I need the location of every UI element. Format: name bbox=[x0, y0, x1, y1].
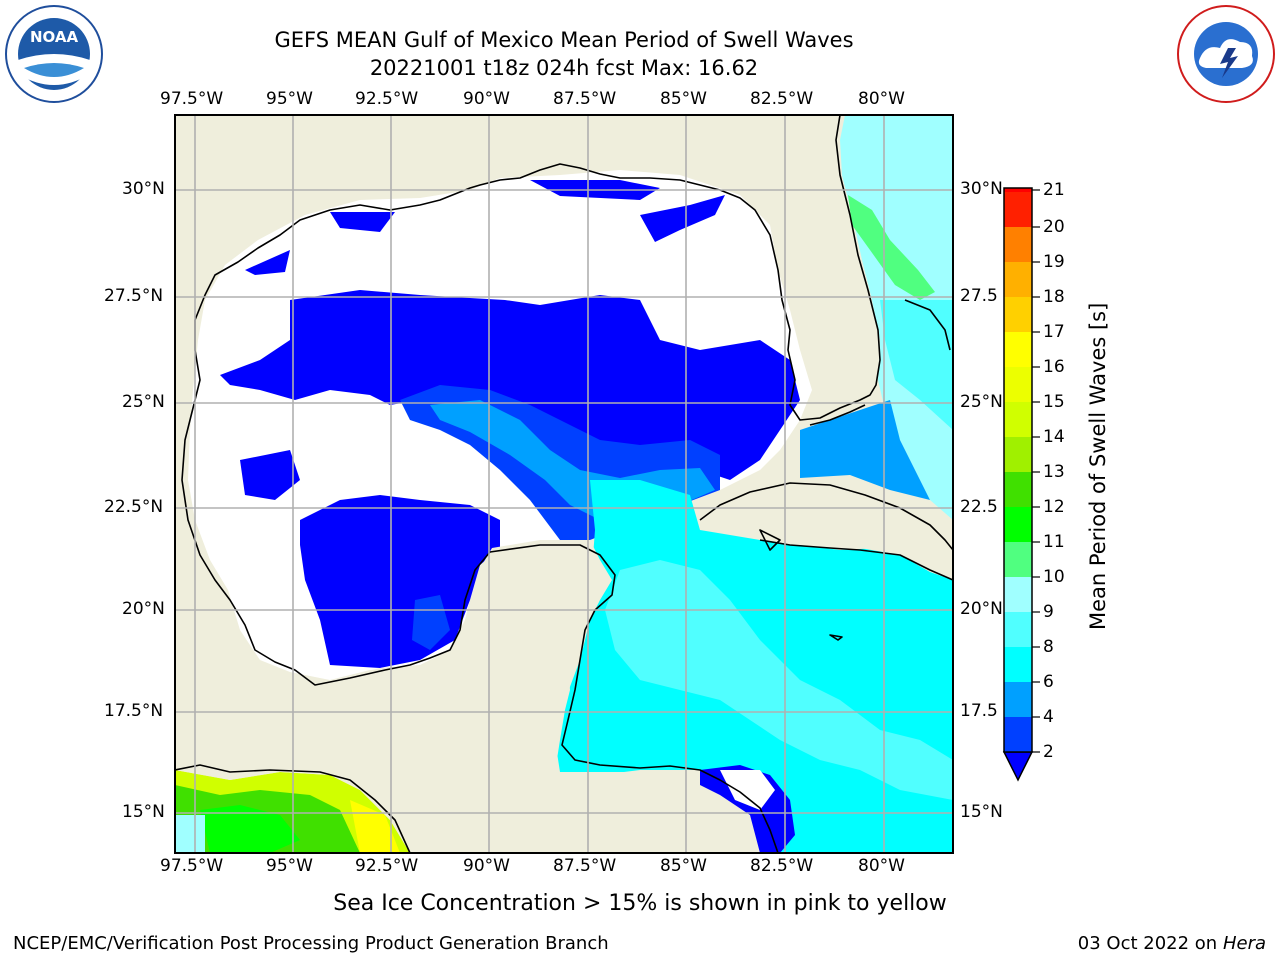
colorbar-tick: 6 bbox=[1043, 672, 1054, 692]
pacific-high bbox=[350, 800, 400, 853]
lat-tick-right: 27.5 bbox=[960, 286, 998, 306]
lat-tick-left: 22.5°N bbox=[104, 497, 164, 517]
swell-patch-central bbox=[220, 290, 800, 480]
map-subtitle: 20221001 t18z 024h fcst Max: 16.62 bbox=[369, 56, 759, 80]
footer-organization: NCEP/EMC/Verification Post Processing Pr… bbox=[13, 933, 609, 954]
colorbar-tick: 9 bbox=[1043, 602, 1054, 622]
bahamas-swell bbox=[880, 300, 953, 430]
colorbar-tick: 21 bbox=[1043, 180, 1065, 200]
colorbar-tick: 19 bbox=[1043, 252, 1065, 272]
gulf-of-mexico bbox=[188, 170, 812, 680]
colorbar bbox=[1002, 187, 1040, 782]
footer-machine: Hera bbox=[1222, 933, 1266, 954]
lat-tick-right: 22.5 bbox=[960, 497, 998, 517]
map-title: GEFS MEAN Gulf of Mexico Mean Period of … bbox=[274, 28, 854, 52]
lat-tick-right: 25°N bbox=[960, 392, 1003, 412]
lat-tick-left: 30°N bbox=[122, 179, 165, 199]
pacific-core bbox=[200, 805, 300, 853]
central-america bbox=[175, 753, 700, 853]
lon-tick-top: 92.5°W bbox=[355, 89, 419, 109]
colorbar-tick: 17 bbox=[1043, 322, 1065, 342]
colorbar-tick: 10 bbox=[1043, 567, 1065, 587]
lon-tick-bottom: 85°W bbox=[660, 856, 707, 876]
nws-logo-icon bbox=[1176, 4, 1276, 104]
lon-tick-bottom: 80°W bbox=[858, 856, 905, 876]
lon-tick-top: 90°W bbox=[463, 89, 510, 109]
atlantic-swell-band bbox=[848, 195, 935, 300]
lat-tick-left: 20°N bbox=[122, 599, 165, 619]
noaa-logo-icon: NOAA bbox=[4, 4, 104, 104]
swell-patch-west bbox=[240, 450, 300, 500]
lat-tick-left: 15°N bbox=[122, 802, 165, 822]
lat-tick-right: 30°N bbox=[960, 179, 1003, 199]
pacific-region bbox=[175, 770, 410, 853]
caribbean-swell-band bbox=[605, 560, 953, 800]
lat-tick-right: 15°N bbox=[960, 802, 1003, 822]
swell-patch-texas bbox=[330, 212, 395, 232]
colorbar-label: Mean Period of Swell Waves [s] bbox=[1086, 302, 1110, 630]
colorbar-tick: 11 bbox=[1043, 532, 1065, 552]
lat-tick-right: 20°N bbox=[960, 599, 1003, 619]
atlantic-ocean bbox=[840, 115, 953, 520]
colorbar-tick: 18 bbox=[1043, 287, 1065, 307]
swell-patch-southwest bbox=[300, 495, 500, 668]
colorbar-tick: 14 bbox=[1043, 427, 1065, 447]
lon-tick-bottom: 90°W bbox=[463, 856, 510, 876]
footer-date-text: 03 Oct 2022 on bbox=[1077, 933, 1218, 954]
pacific-edge bbox=[175, 815, 205, 853]
pacific-band bbox=[175, 785, 360, 853]
colorbar-tick: 13 bbox=[1043, 462, 1065, 482]
colorbar-tick: 8 bbox=[1043, 637, 1054, 657]
colorbar-tick: 4 bbox=[1043, 707, 1054, 727]
lon-tick-bottom: 87.5°W bbox=[553, 856, 617, 876]
yucatan-peninsula bbox=[310, 540, 612, 800]
lat-tick-left: 27.5°N bbox=[104, 286, 164, 306]
lon-tick-bottom: 97.5°W bbox=[160, 856, 224, 876]
swell-patch-campeche bbox=[412, 595, 450, 650]
colorbar-tick: 2 bbox=[1043, 742, 1054, 762]
swell-patch-north bbox=[530, 180, 660, 200]
colorbar-tick: 12 bbox=[1043, 497, 1065, 517]
lon-tick-bottom: 82.5°W bbox=[750, 856, 814, 876]
colorbar-under-arrow bbox=[1002, 751, 1034, 782]
lat-tick-right: 17.5 bbox=[960, 701, 998, 721]
lon-tick-top: 85°W bbox=[660, 89, 707, 109]
map-frame bbox=[174, 114, 954, 854]
lon-tick-top: 82.5°W bbox=[750, 89, 814, 109]
land-area bbox=[175, 115, 953, 853]
sea-ice-caption: Sea Ice Concentration > 15% is shown in … bbox=[333, 891, 947, 916]
lon-tick-top: 80°W bbox=[858, 89, 905, 109]
lon-tick-bottom: 92.5°W bbox=[355, 856, 419, 876]
swell-band-4-6 bbox=[430, 400, 715, 520]
lon-tick-bottom: 95°W bbox=[266, 856, 313, 876]
lat-tick-left: 25°N bbox=[122, 392, 165, 412]
caribbean-sea bbox=[555, 480, 953, 853]
lon-tick-top: 87.5°W bbox=[553, 89, 617, 109]
swell-band-2-4 bbox=[400, 385, 720, 540]
swell-patch-panhandle bbox=[640, 195, 725, 242]
lon-tick-top: 97.5°W bbox=[160, 89, 224, 109]
gridlines bbox=[175, 115, 953, 853]
swell-patch-coast bbox=[245, 250, 290, 275]
footer-date: 03 Oct 2022 on Hera bbox=[1078, 933, 1266, 954]
noaa-logo-text: NOAA bbox=[30, 28, 79, 46]
lon-tick-top: 95°W bbox=[266, 89, 313, 109]
lat-tick-left: 17.5°N bbox=[104, 701, 164, 721]
cuba-island bbox=[700, 480, 953, 580]
colorbar-tick: 16 bbox=[1043, 357, 1065, 377]
coastlines bbox=[175, 115, 953, 853]
honduras-coast-swell bbox=[700, 765, 795, 853]
florida-straits-swell bbox=[800, 400, 930, 500]
colorbar-tick: 15 bbox=[1043, 392, 1065, 412]
colorbar-tick: 20 bbox=[1043, 217, 1065, 237]
honduras-coast-low bbox=[720, 770, 775, 810]
